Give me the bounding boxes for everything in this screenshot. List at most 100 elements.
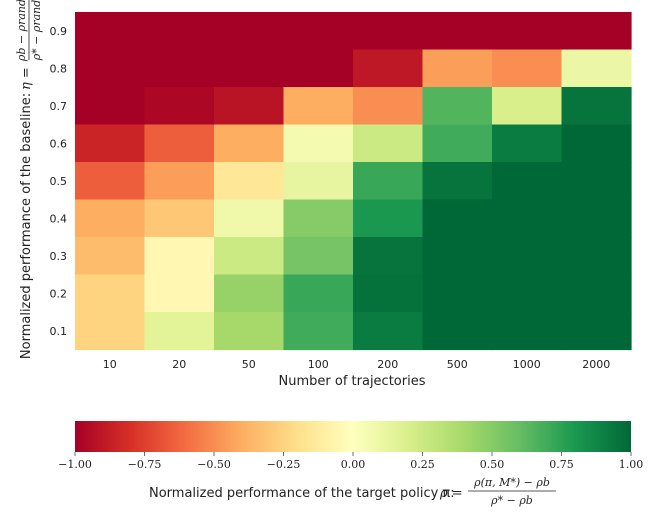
y-tick-labels: 0.9 0.8 0.7 0.6 0.5 0.4 0.3 0.2 0.1 xyxy=(50,25,68,338)
heatmap-cell xyxy=(144,87,215,126)
heatmap-cell xyxy=(353,237,424,276)
heatmap-cell xyxy=(75,12,146,51)
heatmap-cell xyxy=(492,162,563,201)
colorbar-label-numerator: ρ(π, M*) − ρb xyxy=(473,476,550,489)
heatmap-cell xyxy=(422,312,493,351)
x-axis-label: Number of trajectories xyxy=(279,374,426,389)
colorbar-label-rho: ρ = xyxy=(439,486,463,501)
y-axis-label-numerator: ρb − ρrand xyxy=(15,0,28,62)
heatmap-cell xyxy=(561,87,632,126)
colorbar-label-text: Normalized performance of the target pol… xyxy=(149,486,455,501)
heatmap-cell xyxy=(422,237,493,276)
heatmap-cell xyxy=(214,124,285,163)
colorbar-tick-label: −0.50 xyxy=(197,458,231,471)
heatmap-cell xyxy=(353,199,424,238)
heatmap-cell xyxy=(422,12,493,51)
y-tick-label: 0.3 xyxy=(50,250,68,263)
heatmap-cell xyxy=(283,124,354,163)
y-tick-label: 0.6 xyxy=(50,137,68,150)
heatmap-cell xyxy=(283,237,354,276)
heatmap-cell xyxy=(283,87,354,126)
heatmap-cell xyxy=(144,124,215,163)
y-axis-label-denominator: ρ* − ρrand xyxy=(30,0,43,61)
heatmap-cell xyxy=(144,237,215,276)
heatmap-cell xyxy=(561,199,632,238)
heatmap-cell xyxy=(561,237,632,276)
heatmap-cell xyxy=(561,274,632,313)
heatmap-cell xyxy=(214,12,285,51)
heatmap-cell xyxy=(492,312,563,351)
heatmap-cell xyxy=(422,274,493,313)
heatmap-cell xyxy=(283,274,354,313)
heatmap-cell xyxy=(144,274,215,313)
heatmap-cell xyxy=(283,49,354,88)
heatmap-cell xyxy=(75,124,146,163)
y-tick-label: 0.2 xyxy=(50,287,68,300)
y-tick-label: 0.9 xyxy=(50,25,68,38)
heatmap-cell xyxy=(492,49,563,88)
x-tick-label: 1000 xyxy=(513,358,541,371)
y-tick-label: 0.8 xyxy=(50,62,68,75)
heatmap-cell xyxy=(492,237,563,276)
heatmap-cell xyxy=(214,87,285,126)
heatmap-cell xyxy=(422,124,493,163)
x-tick-label: 20 xyxy=(172,358,186,371)
y-axis-label-eta: η = xyxy=(19,67,34,90)
heatmap-cell xyxy=(492,199,563,238)
heatmap-cell xyxy=(353,12,424,51)
colorbar-tick-label: −1.00 xyxy=(58,458,92,471)
y-tick-label: 0.5 xyxy=(50,175,68,188)
heatmap-cell xyxy=(214,162,285,201)
heatmap-cell xyxy=(214,199,285,238)
heatmap-cell xyxy=(75,87,146,126)
y-tick-label: 0.7 xyxy=(50,100,68,113)
heatmap-cells xyxy=(75,12,632,351)
heatmap-cell xyxy=(492,87,563,126)
y-tick-label: 0.4 xyxy=(50,212,68,225)
x-tick-label: 50 xyxy=(242,358,256,371)
colorbar-label-denominator: ρ* − ρb xyxy=(490,494,533,507)
heatmap-cell xyxy=(353,124,424,163)
heatmap-cell xyxy=(214,237,285,276)
heatmap-cell xyxy=(144,49,215,88)
heatmap-cell xyxy=(144,199,215,238)
heatmap-cell xyxy=(422,162,493,201)
heatmap-cell xyxy=(492,12,563,51)
x-tick-label: 100 xyxy=(308,358,329,371)
heatmap-cell xyxy=(283,312,354,351)
heatmap-cell xyxy=(144,12,215,51)
colorbar-tick-label: −0.25 xyxy=(267,458,301,471)
x-tick-label: 10 xyxy=(103,358,117,371)
heatmap-cell xyxy=(214,274,285,313)
colorbar xyxy=(75,421,631,452)
heatmap-cell xyxy=(422,199,493,238)
y-tick-label: 0.1 xyxy=(50,325,68,338)
heatmap-cell xyxy=(492,274,563,313)
heatmap-cell xyxy=(353,162,424,201)
x-tick-label: 200 xyxy=(377,358,398,371)
heatmap-cell xyxy=(75,312,146,351)
colorbar-tick-label: 0.25 xyxy=(410,458,435,471)
heatmap-cell xyxy=(561,49,632,88)
heatmap-cell xyxy=(75,237,146,276)
colorbar-tick-label: −0.75 xyxy=(128,458,162,471)
heatmap-cell xyxy=(283,199,354,238)
colorbar-tick-label: 0.50 xyxy=(480,458,505,471)
heatmap-cell xyxy=(144,162,215,201)
colorbar-ticks: −1.00 −0.75 −0.50 −0.25 0.00 0.25 0.50 0.75 1.00 xyxy=(58,452,643,471)
heatmap-cell xyxy=(422,49,493,88)
heatmap-cell xyxy=(283,162,354,201)
heatmap-cell xyxy=(422,87,493,126)
heatmap-cell xyxy=(144,312,215,351)
heatmap-cell xyxy=(75,49,146,88)
heatmap-cell xyxy=(492,124,563,163)
colorbar-tick-label: 0.75 xyxy=(549,458,574,471)
heatmap-cell xyxy=(75,199,146,238)
heatmap-cell xyxy=(353,49,424,88)
y-axis-label: Normalized performance of the baseline: … xyxy=(15,0,43,359)
colorbar-tick-label: 1.00 xyxy=(619,458,644,471)
y-axis-label-text: Normalized performance of the baseline: xyxy=(19,93,34,359)
heatmap-cell xyxy=(353,87,424,126)
heatmap-cell xyxy=(561,162,632,201)
